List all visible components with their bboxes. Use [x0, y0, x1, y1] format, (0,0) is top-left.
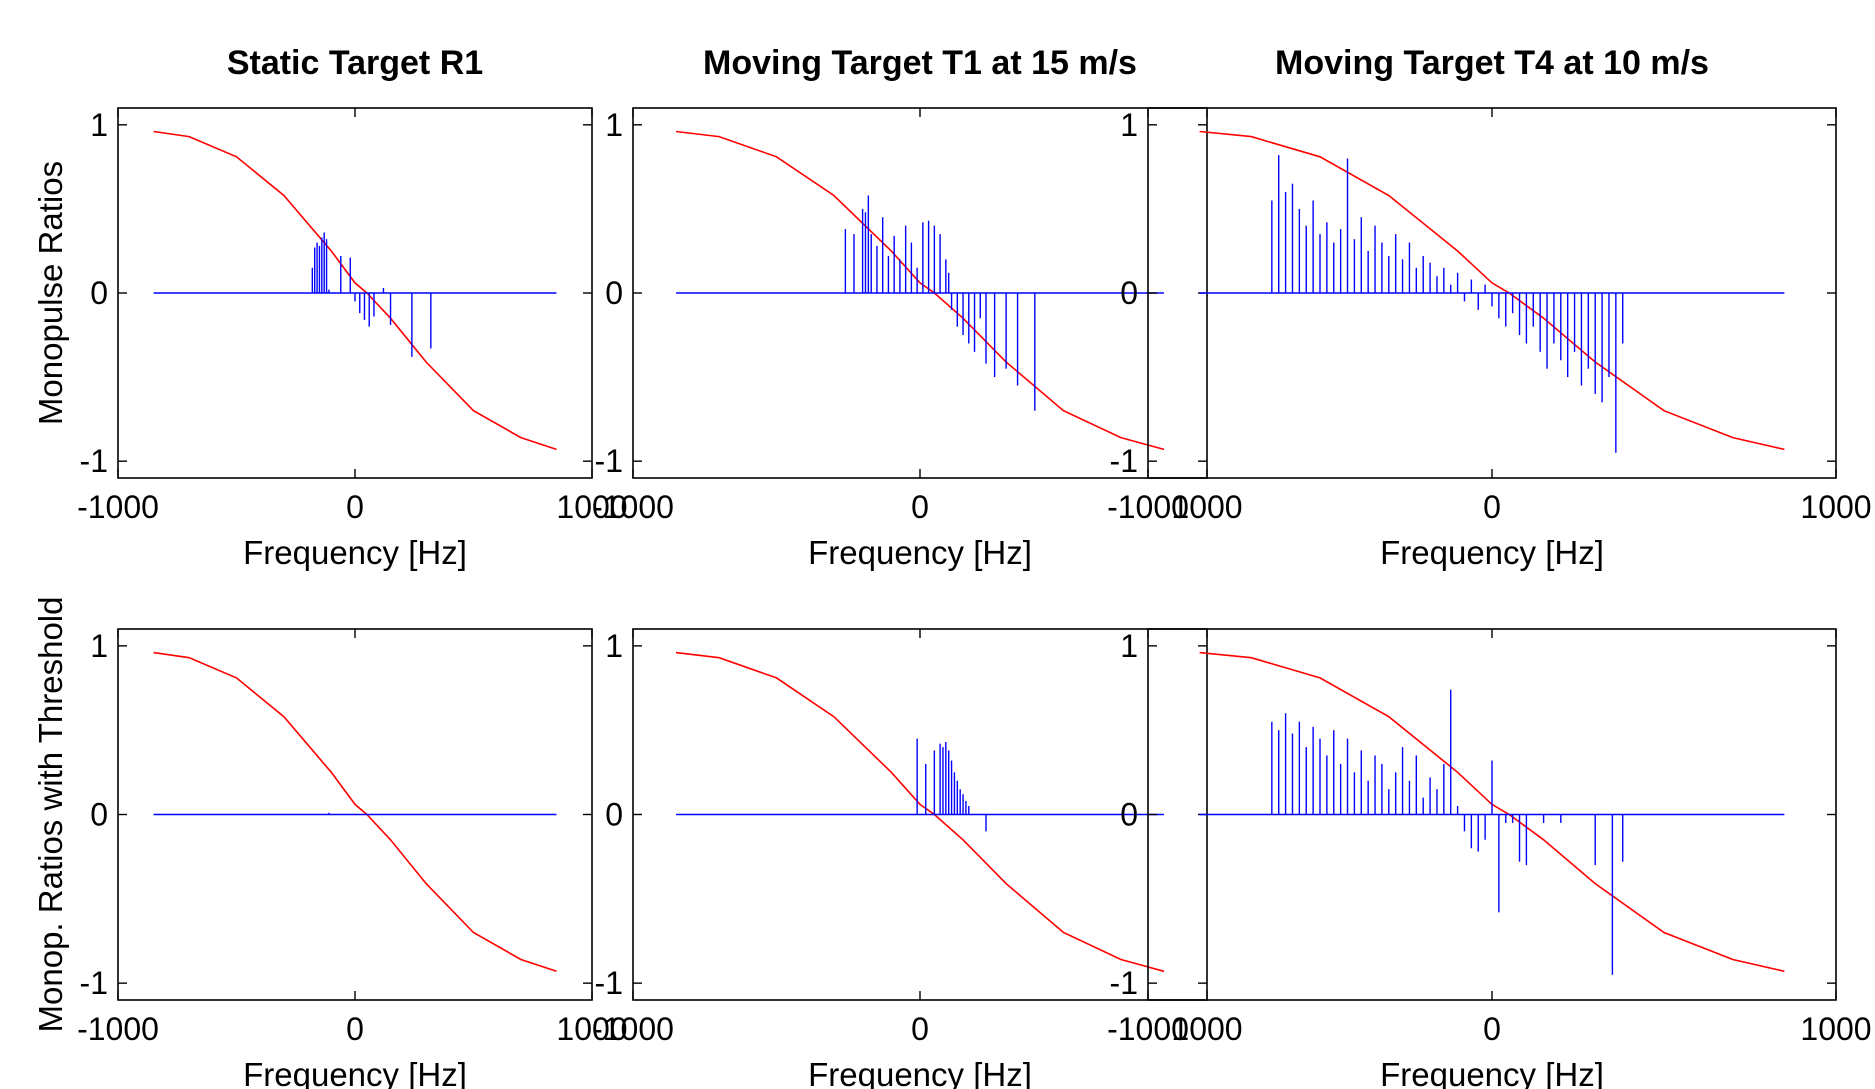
y-tick-label: -1: [80, 965, 108, 1001]
x-tick-label: 1000: [1800, 489, 1871, 525]
subplot-5: -1000 0 1000 -1 0 1 Frequency [Hz]: [592, 628, 1243, 1089]
y-tick-label: 1: [605, 628, 623, 664]
reference-curve: [1199, 130, 1785, 451]
row-1-ylabel: Monopulse Ratios: [32, 161, 69, 425]
reference-curve: [1199, 651, 1785, 973]
x-tick-label: 0: [911, 1011, 929, 1047]
y-tick-label: 0: [90, 275, 108, 311]
subplot-title: Moving Target T1 at 15 m/s: [703, 44, 1137, 82]
x-axis-label: Frequency [Hz]: [243, 1056, 467, 1089]
x-tick-label: 0: [346, 1011, 364, 1047]
x-axis-label: Frequency [Hz]: [243, 534, 467, 571]
x-axis-label: Frequency [Hz]: [808, 1056, 1032, 1089]
y-tick-label: -1: [80, 443, 108, 479]
y-tick-label: 0: [90, 797, 108, 833]
x-tick-label: -1000: [77, 1011, 159, 1047]
y-tick-label: 0: [605, 275, 623, 311]
x-axis-label: Frequency [Hz]: [808, 534, 1032, 571]
x-tick-label: 1000: [1800, 1011, 1871, 1047]
x-tick-label: 0: [1483, 1011, 1501, 1047]
reference-curve: [675, 651, 1165, 973]
x-tick-label: -1000: [592, 489, 674, 525]
reference-curve: [153, 130, 557, 451]
x-tick-label: 0: [911, 489, 929, 525]
y-tick-label: 0: [1120, 275, 1138, 311]
x-axis-label: Frequency [Hz]: [1380, 1056, 1604, 1089]
x-tick-label: 0: [346, 489, 364, 525]
subplot-3: Moving Target T4 at 10 m/s -1000 0 1000 -1 0 1…: [1107, 44, 1872, 571]
y-tick-label: 1: [90, 628, 108, 664]
x-tick-label: -1000: [77, 489, 159, 525]
row-2-ylabel: Monop. Ratios with Threshold: [32, 597, 69, 1033]
y-tick-label: 0: [605, 797, 623, 833]
y-tick-label: 1: [1120, 628, 1138, 664]
reference-curve: [153, 651, 557, 973]
subplot-6: -1000 0 1000 -1 0 1 Frequency [Hz]: [1107, 628, 1872, 1089]
x-tick-label: 1000: [1171, 489, 1242, 525]
subplot-4: -1000 0 1000 -1 0 1 Frequency [Hz]: [77, 628, 628, 1089]
reference-curve: [675, 130, 1165, 451]
y-tick-label: 1: [1120, 107, 1138, 143]
x-tick-label: -1000: [1107, 1011, 1189, 1047]
x-tick-label: 0: [1483, 489, 1501, 525]
subplot-title: Moving Target T4 at 10 m/s: [1275, 44, 1709, 82]
y-tick-label: 1: [90, 107, 108, 143]
y-tick-label: -1: [1110, 965, 1138, 1001]
y-tick-label: 0: [1120, 797, 1138, 833]
subplot-title: Static Target R1: [227, 44, 483, 82]
x-tick-label: 1000: [1171, 1011, 1242, 1047]
y-tick-label: -1: [1110, 443, 1138, 479]
y-tick-label: -1: [595, 443, 623, 479]
x-axis-label: Frequency [Hz]: [1380, 534, 1604, 571]
subplot-1: Static Target R1 -1000 0 1000 -1 0 1 Frequency …: [77, 44, 628, 571]
x-tick-label: 1000: [556, 489, 627, 525]
x-tick-label: 1000: [556, 1011, 627, 1047]
y-tick-label: -1: [595, 965, 623, 1001]
y-tick-label: 1: [605, 107, 623, 143]
x-tick-label: -1000: [1107, 489, 1189, 525]
subplot-2: Moving Target T1 at 15 m/s -1000 0 1000 -1 0 1…: [592, 44, 1243, 571]
x-tick-label: -1000: [592, 1011, 674, 1047]
